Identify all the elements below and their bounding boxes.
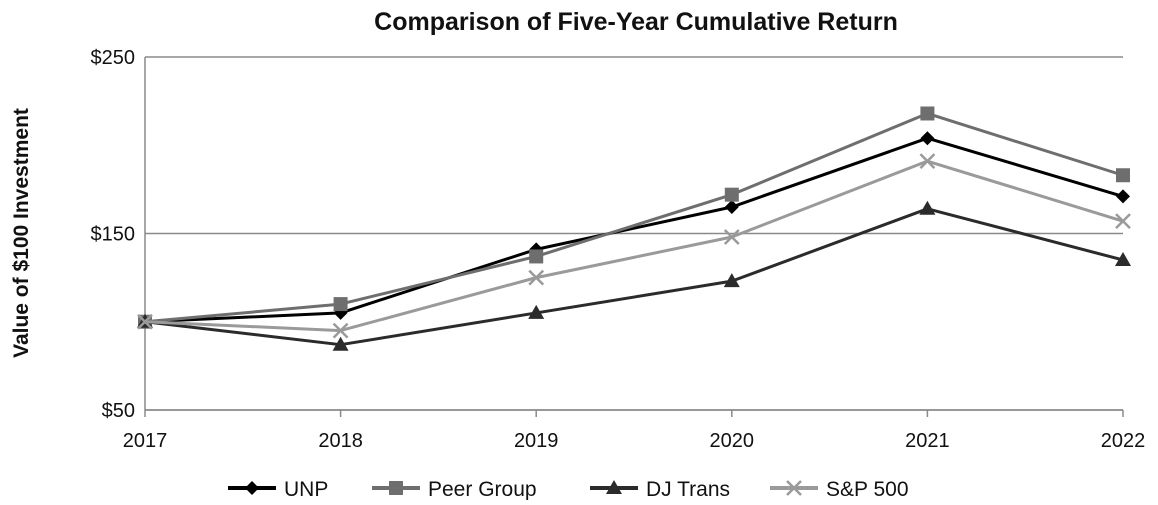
x-tick-label: 2022 (1101, 430, 1146, 452)
legend-item-dj-trans: DJ Trans (590, 478, 730, 501)
legend-label: Peer Group (428, 478, 537, 500)
x-tick-label: 2017 (123, 430, 168, 452)
legend-swatch-marker (786, 480, 802, 496)
series-point-dj-trans (919, 200, 936, 215)
x-tick-label: 2019 (514, 430, 559, 452)
legend-item-s-p-500: S&P 500 (770, 478, 909, 501)
series-line-peer-group (144, 111, 1124, 324)
series-point-s-p-500-stroke (137, 313, 153, 330)
series-point-peer-group (529, 249, 544, 264)
series-point-s-p-500 (919, 153, 936, 170)
legend-swatch-marker (389, 481, 403, 495)
legend-item-unp: UNP (228, 478, 328, 501)
series-point-dj-trans (1115, 251, 1131, 266)
legend-label: DJ Trans (646, 478, 730, 500)
legend: UNP Peer Group DJ Trans S&P 500 (228, 478, 909, 501)
legend-label: UNP (284, 478, 328, 500)
series-point-unp (529, 242, 544, 257)
series-point-s-p-500 (137, 313, 153, 330)
legend-swatch-marker (606, 480, 622, 494)
y-tick-label: $50 (102, 400, 135, 422)
series-point-peer-group (724, 187, 739, 202)
y-tick-label: $150 (91, 224, 136, 246)
x-tick-label: 2021 (905, 430, 950, 452)
series-point-s-p-500-stroke (919, 153, 936, 170)
series-point-dj-trans (332, 336, 349, 351)
series-line-s-p-500 (144, 159, 1124, 333)
legend-swatch-marker (245, 481, 259, 495)
series-point-peer-group (920, 106, 935, 121)
series-point-s-p-500 (1115, 213, 1131, 230)
series-line-unp (144, 136, 1124, 324)
x-tick-label: 2018 (318, 430, 363, 452)
legend-label: S&P 500 (826, 478, 909, 500)
series-line-dj-trans (144, 207, 1124, 347)
legend-swatch-marker-stroke (786, 480, 802, 496)
series-point-s-p-500 (528, 269, 545, 286)
legend-item-peer-group: Peer Group (372, 478, 537, 501)
plot-area: $50 $150 $250 2017 2018 2019 2020 2021 2022 (91, 47, 1146, 452)
series-point-peer-group (1116, 168, 1130, 183)
x-tick-label: 2020 (710, 430, 755, 452)
chart-title: Comparison of Five-Year Cumulative Retur… (374, 8, 898, 36)
series-point-s-p-500-stroke (1115, 213, 1131, 230)
series-point-s-p-500 (723, 229, 740, 245)
series-point-unp (1116, 189, 1130, 204)
series-point-peer-group (333, 297, 348, 312)
y-axis-label: Value of $100 Investment (10, 108, 33, 358)
series-point-dj-trans (723, 273, 740, 288)
series-point-s-p-500-stroke (723, 229, 740, 245)
series-point-unp (920, 131, 935, 146)
series-point-unp (724, 200, 739, 215)
series-point-s-p-500 (332, 322, 349, 339)
series-point-s-p-500-stroke (332, 322, 349, 339)
series-point-dj-trans (528, 304, 545, 319)
y-tick-label: $250 (91, 47, 136, 69)
series-point-s-p-500-stroke (528, 269, 545, 286)
